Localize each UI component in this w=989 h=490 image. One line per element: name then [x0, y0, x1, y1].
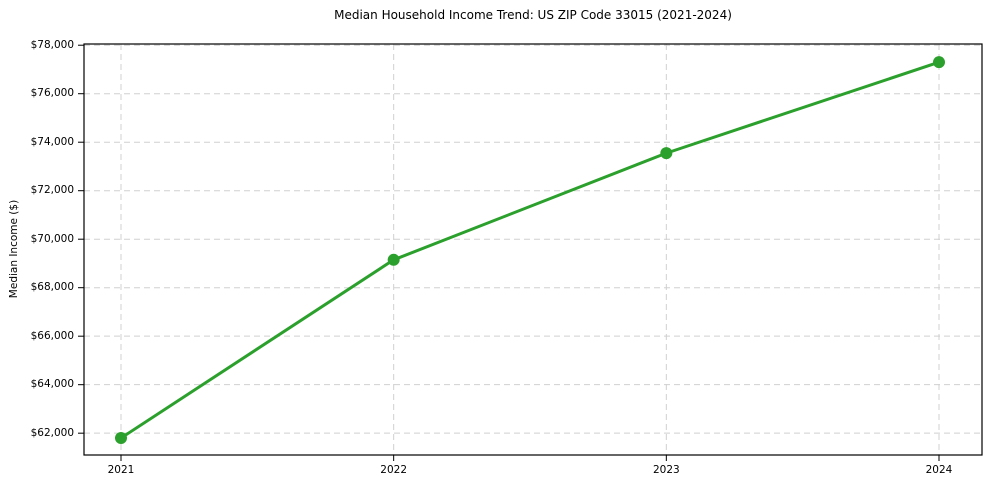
data-point-2021	[115, 432, 127, 445]
data-point-2024	[933, 56, 945, 69]
y-tick-label: $66,000	[30, 329, 74, 342]
y-tick-label: $74,000	[30, 135, 74, 148]
y-tick-label: $70,000	[30, 232, 74, 245]
x-tick-label: 2022	[380, 464, 408, 476]
y-tick-label: $62,000	[30, 426, 74, 439]
y-tick-label: $68,000	[30, 281, 74, 294]
y-tick-label: $72,000	[30, 184, 74, 197]
chart-title: Median Household Income Trend: US ZIP Co…	[334, 8, 732, 22]
y-tick-label: $64,000	[30, 378, 74, 391]
plot-frame	[83, 43, 983, 456]
y-tick-label: $78,000	[30, 38, 74, 51]
data-point-2023	[660, 147, 673, 160]
data-point-2022	[387, 253, 400, 266]
x-tick-label: 2024	[925, 464, 953, 476]
x-tick-label: 2023	[652, 464, 680, 476]
x-tick-label: 2021	[107, 464, 135, 476]
y-tick-label: $76,000	[30, 87, 74, 100]
income-trend-line	[119, 60, 941, 440]
